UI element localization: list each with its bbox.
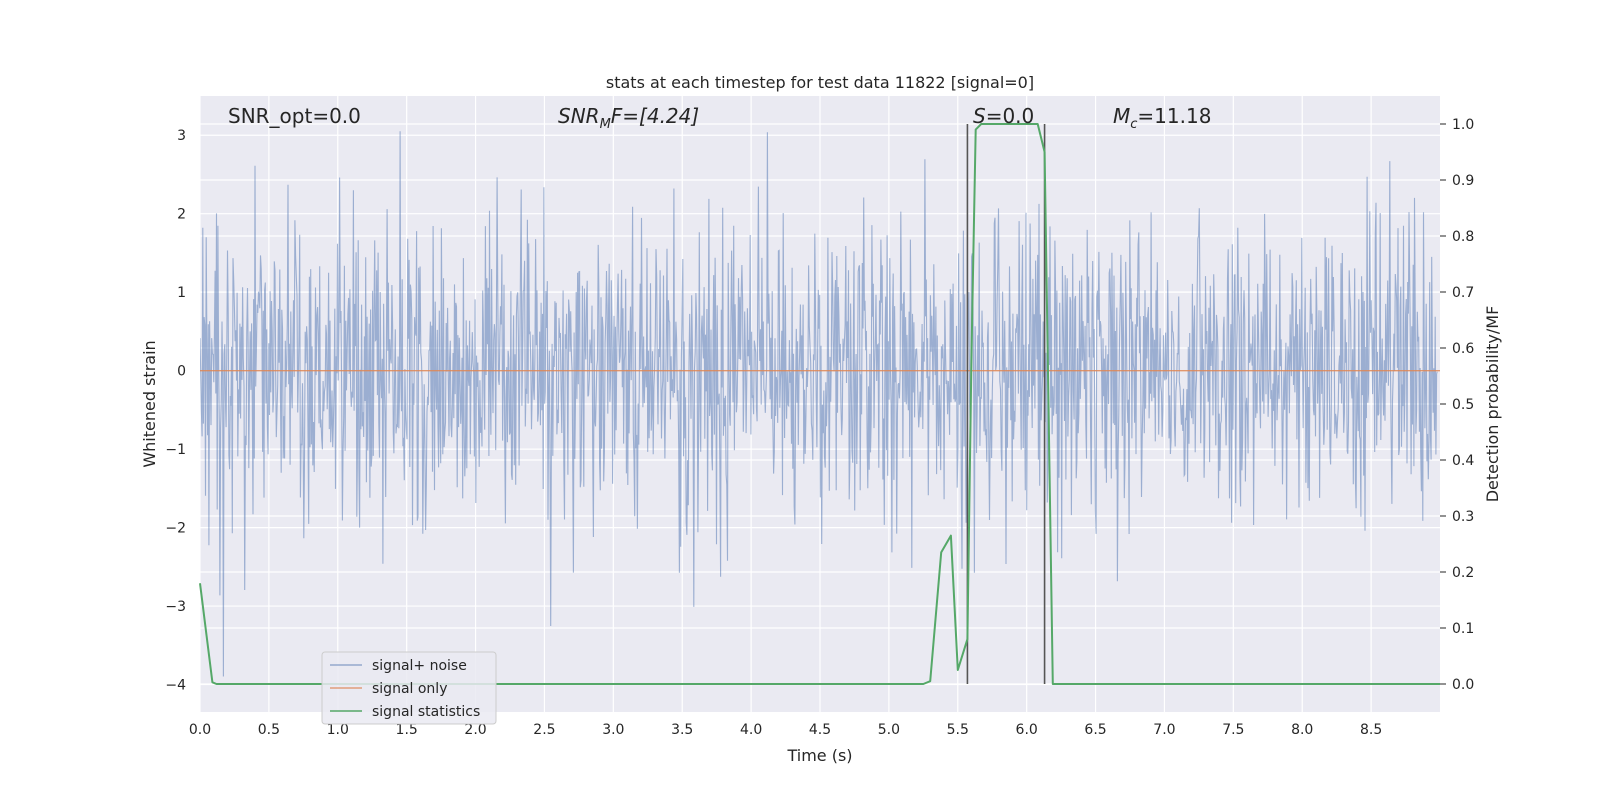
x-tick-label: 7.5	[1222, 722, 1244, 738]
mc-rest: =11.18	[1137, 104, 1211, 128]
x-tick-label: 8.5	[1360, 722, 1382, 738]
s-main: S	[973, 104, 986, 128]
y2-tick-label: 0.1	[1452, 621, 1474, 637]
legend-box	[321, 651, 497, 725]
annotation-snr-opt: SNR_opt=0.0	[228, 104, 361, 128]
snr-mf-sub: M	[600, 117, 611, 132]
legend-label-signal-noise: signal+ noise	[372, 658, 467, 674]
x-tick-label: 6.0	[1016, 722, 1038, 738]
y2-tick-label: 1.0	[1452, 117, 1474, 133]
legend-label-signal-only: signal only	[372, 681, 447, 697]
x-tick-label: 3.5	[671, 722, 693, 738]
y2-axis-label: Detection probability/MF	[1483, 306, 1502, 503]
x-tick-label: 1.5	[396, 722, 418, 738]
chart-title: stats at each timestep for test data 118…	[606, 73, 1034, 92]
y2-tick-label: 0.6	[1452, 341, 1474, 357]
y-axis-label: Whitened strain	[140, 340, 159, 467]
y2-tick-label: 0.9	[1452, 173, 1474, 189]
x-tick-label: 3.0	[602, 722, 624, 738]
y2-tick-label: 0.3	[1452, 509, 1474, 525]
signal-statistics-line	[199, 123, 1440, 685]
annotation-s: S=0.0	[973, 104, 1034, 128]
ticks: 0.0 0.5 1.0 1.5 2.0 2.5 3.0 3.5 4.0 4.5 5.0 5.5 6.0 6…	[165, 117, 1474, 738]
x-tick-label: 4.5	[809, 722, 831, 738]
y2-tick-label: 0.2	[1452, 565, 1474, 581]
s-rest: =0.0	[986, 104, 1035, 128]
x-tick-label: 1.0	[327, 722, 349, 738]
snr-mf-main: SNR	[558, 104, 600, 128]
y-tick-label: −3	[165, 599, 186, 615]
x-tick-label: 8.0	[1291, 722, 1313, 738]
x-axis-label: Time (s)	[786, 746, 852, 765]
signal-noise-line	[200, 131, 1438, 677]
x-tick-label: 4.0	[740, 722, 762, 738]
x-tick-label: 5.0	[878, 722, 900, 738]
y-tick-label: −4	[165, 678, 186, 694]
y2-tick-label: 0.7	[1452, 285, 1474, 301]
y-tick-label: 3	[177, 128, 186, 144]
legend: signal+ noise signal only signal statist…	[321, 651, 497, 725]
y-tick-label: 0	[177, 364, 186, 380]
legend-label-signal-statistics: signal statistics	[372, 704, 480, 720]
x-tick-label: 0.5	[258, 722, 280, 738]
annotation-mc: Mc=11.18	[1113, 104, 1211, 132]
annotation-snr-mf: SNRMF=[4.24]	[558, 104, 699, 132]
y-tick-label: −2	[165, 521, 186, 537]
y2-tick-label: 0.4	[1452, 453, 1474, 469]
y-tick-label: −1	[165, 442, 186, 458]
y-tick-label: 1	[177, 285, 186, 301]
series-signal-statistics	[199, 123, 1440, 685]
x-tick-label: 0.0	[189, 722, 211, 738]
snr-mf-rest: F=[4.24]	[611, 104, 699, 128]
y2-tick-label: 0.5	[1452, 397, 1474, 413]
x-tick-label: 5.5	[947, 722, 969, 738]
mc-main: M	[1113, 104, 1130, 128]
y2-tick-label: 0.0	[1452, 677, 1474, 693]
x-tick-label: 6.5	[1084, 722, 1106, 738]
x-tick-label: 2.0	[464, 722, 486, 738]
series-signal-noise	[200, 131, 1438, 677]
mc-sub: c	[1130, 117, 1137, 132]
x-tick-label: 2.5	[533, 722, 555, 738]
x-tick-label: 7.0	[1153, 722, 1175, 738]
y-tick-label: 2	[177, 207, 186, 223]
y2-tick-label: 0.8	[1452, 229, 1474, 245]
